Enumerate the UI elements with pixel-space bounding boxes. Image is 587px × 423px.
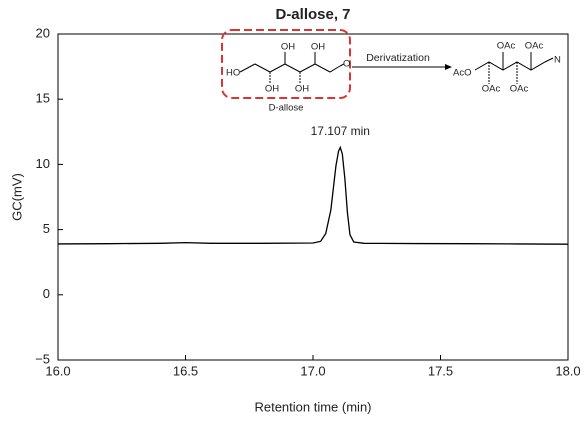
- arrow-head: [445, 64, 452, 70]
- data-line: [57, 145, 569, 245]
- highlight-box: [221, 29, 351, 99]
- atom-label: HO: [226, 68, 240, 79]
- y-tick-label: 5: [43, 221, 50, 236]
- y-tick-label: 15: [36, 91, 50, 106]
- atom-label: OH: [311, 42, 325, 53]
- scheme: HO OH OH OH OH O D-allose Derivatization…: [221, 29, 561, 114]
- compound-name: D-allose: [269, 103, 304, 114]
- atom-label: OH: [281, 42, 295, 53]
- atom-label: OAc: [510, 84, 529, 95]
- chart-title: D-allose, 7: [275, 6, 350, 23]
- atom-label: OH: [265, 84, 279, 95]
- y-tick-label: 0: [43, 286, 50, 301]
- x-axis-label: Retention time (min): [254, 399, 371, 414]
- atom-label: O: [343, 59, 350, 70]
- x-tick-label: 16.0: [45, 363, 70, 378]
- bond: [339, 63, 345, 67]
- atom-label: OAc: [497, 41, 516, 52]
- y-axis-label: GC(mV): [9, 173, 24, 221]
- bond: [239, 63, 341, 73]
- x-tick-label: 17.0: [300, 363, 325, 378]
- atom-label: OAc: [482, 84, 501, 95]
- atom-label: OH: [295, 84, 309, 95]
- atom-label: N: [554, 55, 561, 66]
- y-tick-label: 10: [36, 156, 50, 171]
- arrow-label: Derivatization: [366, 52, 430, 64]
- y-tick-label: 20: [36, 25, 50, 40]
- annotation: 17.107 min: [311, 124, 370, 138]
- atom-label: OAc: [525, 41, 544, 52]
- x-tick-label: 17.5: [428, 363, 453, 378]
- bond: [474, 57, 554, 71]
- x-tick-label: 16.5: [173, 363, 198, 378]
- atom-label: AcO: [453, 68, 471, 79]
- x-tick-label: 18.0: [555, 363, 580, 378]
- y-tick-label: −5: [35, 351, 50, 366]
